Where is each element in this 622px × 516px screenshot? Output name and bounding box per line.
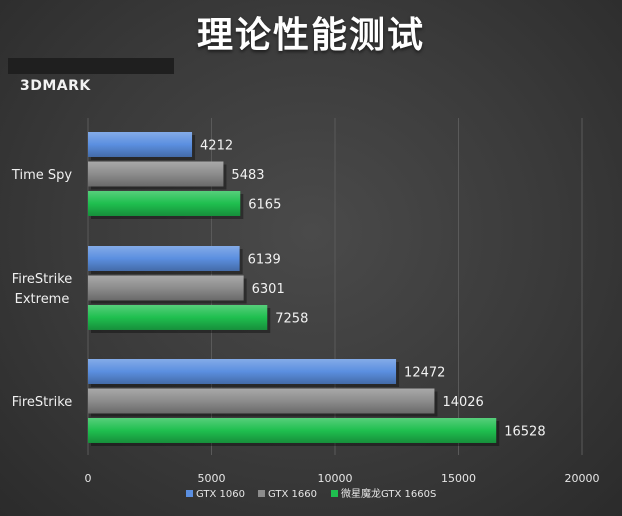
category-label: Time Spy xyxy=(11,168,72,183)
data-label: 6139 xyxy=(248,253,281,268)
category-label: Extreme xyxy=(15,292,70,307)
x-tick-label: 5000 xyxy=(198,472,226,485)
x-tick-label: 0 xyxy=(85,472,92,485)
category-label: FireStrike xyxy=(12,395,73,410)
x-tick-label: 20000 xyxy=(565,472,600,485)
bar xyxy=(88,388,435,414)
chart-subtitle: 3DMARK xyxy=(20,78,91,94)
data-label: 6165 xyxy=(248,198,281,213)
bar xyxy=(88,305,268,330)
bar xyxy=(88,132,193,157)
data-label: 6301 xyxy=(252,282,285,297)
data-label: 14026 xyxy=(442,395,483,410)
chart-title: 理论性能测试 xyxy=(196,15,425,56)
bar xyxy=(88,418,497,443)
category-label: FireStrike xyxy=(12,272,73,287)
data-label: 5483 xyxy=(231,168,264,183)
bar xyxy=(88,191,241,216)
x-tick-label: 10000 xyxy=(318,472,353,485)
legend-label: GTX 1660 xyxy=(268,489,317,500)
bar xyxy=(88,359,397,384)
data-label: 16528 xyxy=(504,425,545,440)
data-label: 7258 xyxy=(275,312,308,327)
bar xyxy=(88,246,240,271)
bar xyxy=(88,161,224,187)
bar xyxy=(88,275,244,301)
data-label: 12472 xyxy=(404,366,445,381)
data-label: 4212 xyxy=(200,139,233,154)
x-tick-label: 15000 xyxy=(441,472,476,485)
legend-label: 微星魔龙GTX 1660S xyxy=(341,487,436,500)
legend-swatch xyxy=(258,490,265,497)
legend-label: GTX 1060 xyxy=(196,489,245,500)
legend-swatch xyxy=(331,490,338,497)
subtitle-bar xyxy=(8,58,174,74)
legend-swatch xyxy=(186,490,193,497)
